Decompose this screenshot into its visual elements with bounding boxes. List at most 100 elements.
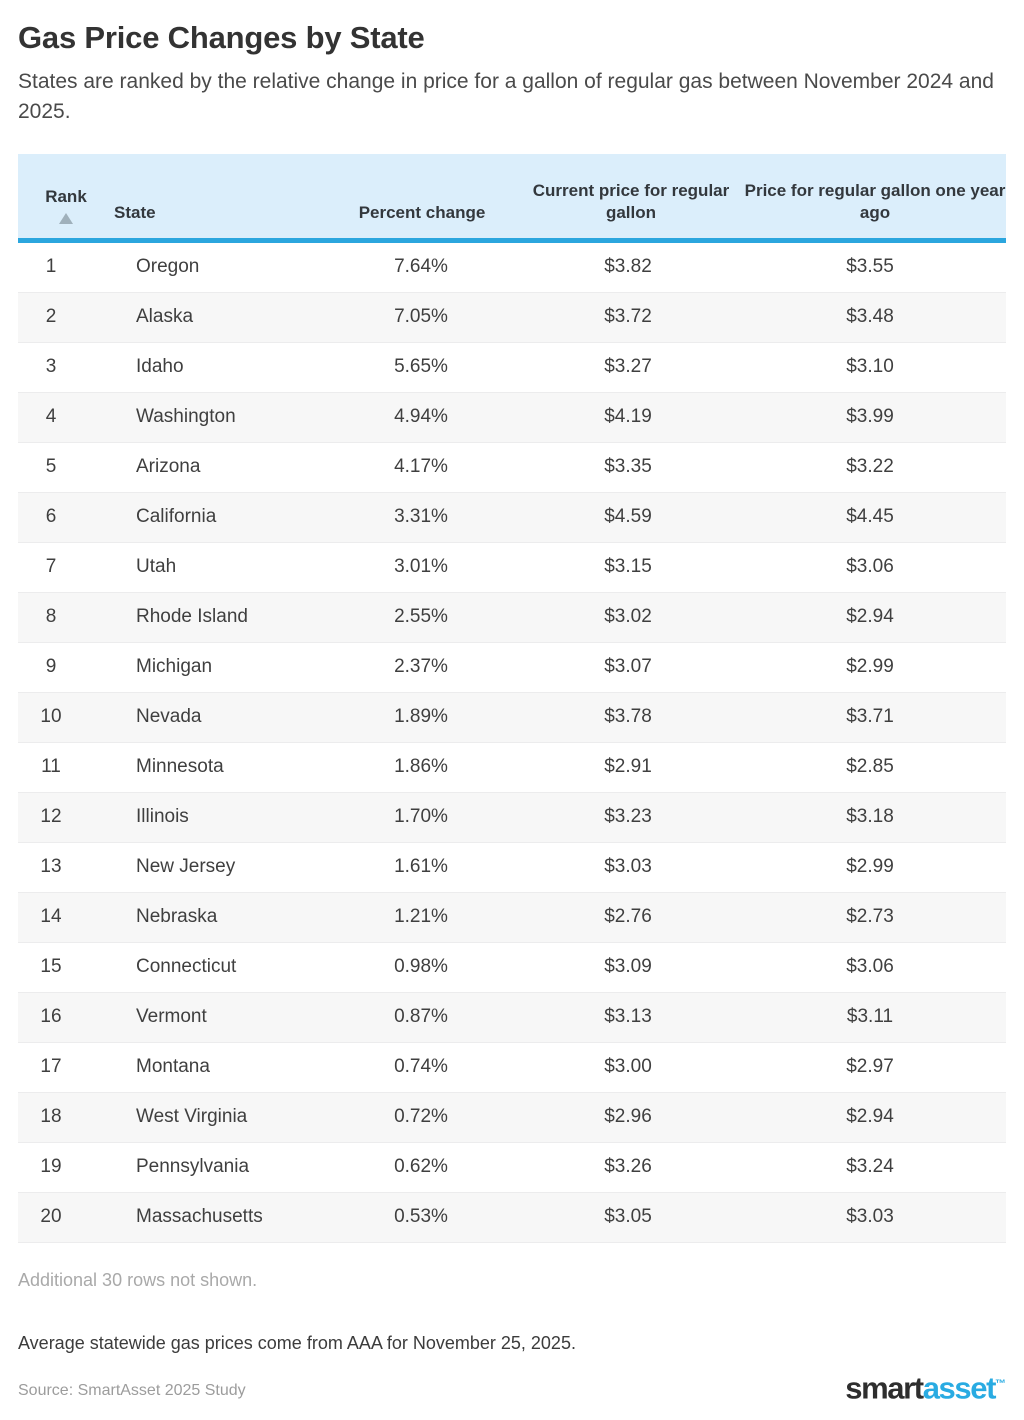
footer-bottom-row: Source: SmartAsset 2025 Study smartasset…: [18, 1364, 1006, 1405]
cell-current-price: $3.13: [518, 992, 744, 1043]
gas-price-table: Rank State Percent change Current price …: [18, 154, 1006, 1243]
cell-percent-change: 0.87%: [326, 992, 518, 1043]
table-row: 18 West Virginia 0.72% $2.96 $2.94: [18, 1092, 1006, 1143]
table-row: 15 Connecticut 0.98% $3.09 $3.06: [18, 942, 1006, 993]
table-row: 5 Arizona 4.17% $3.35 $3.22: [18, 442, 1006, 493]
cell-current-price: $3.05: [518, 1192, 744, 1243]
cell-current-price: $3.78: [518, 692, 744, 743]
cell-state: Arizona: [114, 442, 326, 493]
cell-current-price: $3.26: [518, 1142, 744, 1193]
cell-percent-change: 7.05%: [326, 292, 518, 343]
cell-current-price: $2.96: [518, 1092, 744, 1143]
table-row: 11 Minnesota 1.86% $2.91 $2.85: [18, 742, 1006, 793]
cell-current-price: $3.72: [518, 292, 744, 343]
cell-current-price: $2.91: [518, 742, 744, 793]
cell-state: Idaho: [114, 342, 326, 393]
column-header-rank[interactable]: Rank: [18, 154, 114, 243]
table-row: 2 Alaska 7.05% $3.72 $3.48: [18, 292, 1006, 343]
footer: Average statewide gas prices come from A…: [18, 1331, 1006, 1405]
cell-state: Minnesota: [114, 742, 326, 793]
truncation-note: Additional 30 rows not shown.: [18, 1269, 258, 1290]
table-row: 4 Washington 4.94% $4.19 $3.99: [18, 392, 1006, 443]
cell-previous-price: $3.18: [744, 792, 1006, 843]
data-table-container: Rank State Percent change Current price …: [18, 154, 1006, 1243]
cell-current-price: $4.59: [518, 492, 744, 543]
logo-text-smart: smart: [845, 1370, 924, 1405]
column-header-percent-change[interactable]: Percent change: [326, 154, 518, 243]
cell-current-price: $3.07: [518, 642, 744, 693]
cell-current-price: $3.00: [518, 1042, 744, 1093]
cell-current-price: $3.03: [518, 842, 744, 893]
cell-state: Washington: [114, 392, 326, 443]
cell-rank: 1: [18, 240, 114, 293]
cell-previous-price: $3.48: [744, 292, 1006, 343]
table-row: 19 Pennsylvania 0.62% $3.26 $3.24: [18, 1142, 1006, 1193]
cell-previous-price: $3.22: [744, 442, 1006, 493]
table-row: 6 California 3.31% $4.59 $4.45: [18, 492, 1006, 543]
cell-percent-change: 7.64%: [326, 240, 518, 293]
cell-state: Nevada: [114, 692, 326, 743]
cell-current-price: $3.02: [518, 592, 744, 643]
cell-percent-change: 4.17%: [326, 442, 518, 493]
cell-rank: 3: [18, 342, 114, 393]
cell-current-price: $3.35: [518, 442, 744, 493]
cell-rank: 2: [18, 292, 114, 343]
cell-state: Pennsylvania: [114, 1142, 326, 1193]
cell-state: Utah: [114, 542, 326, 593]
cell-rank: 13: [18, 842, 114, 893]
cell-percent-change: 5.65%: [326, 342, 518, 393]
cell-state: Montana: [114, 1042, 326, 1093]
cell-percent-change: 3.01%: [326, 542, 518, 593]
column-header-current-price[interactable]: Current price for regular gallon: [518, 154, 744, 243]
trademark-symbol: ™: [995, 1377, 1006, 1390]
cell-rank: 16: [18, 992, 114, 1043]
cell-previous-price: $3.11: [744, 992, 1006, 1043]
cell-percent-change: 0.72%: [326, 1092, 518, 1143]
cell-current-price: $3.27: [518, 342, 744, 393]
cell-percent-change: 0.53%: [326, 1192, 518, 1243]
cell-percent-change: 1.86%: [326, 742, 518, 793]
cell-percent-change: 1.89%: [326, 692, 518, 743]
cell-state: Alaska: [114, 292, 326, 343]
cell-rank: 20: [18, 1192, 114, 1243]
cell-previous-price: $2.99: [744, 842, 1006, 893]
cell-percent-change: 0.62%: [326, 1142, 518, 1193]
table-row: 9 Michigan 2.37% $3.07 $2.99: [18, 642, 1006, 693]
cell-current-price: $3.23: [518, 792, 744, 843]
cell-state: Nebraska: [114, 892, 326, 943]
cell-previous-price: $2.97: [744, 1042, 1006, 1093]
cell-state: Michigan: [114, 642, 326, 693]
table-row: 17 Montana 0.74% $3.00 $2.97: [18, 1042, 1006, 1093]
cell-previous-price: $2.73: [744, 892, 1006, 943]
table-row: 1 Oregon 7.64% $3.82 $3.55: [18, 240, 1006, 293]
cell-previous-price: $2.94: [744, 592, 1006, 643]
column-header-percent-change-label: Percent change: [358, 202, 486, 222]
column-header-current-price-label: Current price for regular gallon: [532, 180, 730, 222]
cell-percent-change: 1.61%: [326, 842, 518, 893]
table-row: 13 New Jersey 1.61% $3.03 $2.99: [18, 842, 1006, 893]
cell-percent-change: 4.94%: [326, 392, 518, 443]
cell-rank: 17: [18, 1042, 114, 1093]
logo-text-asset: asset: [922, 1370, 997, 1405]
table-row: 7 Utah 3.01% $3.15 $3.06: [18, 542, 1006, 593]
cell-state: Connecticut: [114, 942, 326, 993]
cell-previous-price: $3.06: [744, 542, 1006, 593]
cell-previous-price: $3.10: [744, 342, 1006, 393]
column-header-previous-price-label: Price for regular gallon one year ago: [744, 180, 1006, 222]
column-header-previous-price[interactable]: Price for regular gallon one year ago: [744, 154, 1006, 243]
table-row: 10 Nevada 1.89% $3.78 $3.71: [18, 692, 1006, 743]
cell-current-price: $3.82: [518, 240, 744, 293]
cell-previous-price: $3.99: [744, 392, 1006, 443]
cell-state: Massachusetts: [114, 1192, 326, 1243]
column-header-state[interactable]: State: [114, 154, 326, 243]
sort-ascending-icon[interactable]: [59, 212, 73, 224]
cell-state: California: [114, 492, 326, 543]
cell-rank: 6: [18, 492, 114, 543]
cell-percent-change: 0.74%: [326, 1042, 518, 1093]
cell-current-price: $3.15: [518, 542, 744, 593]
table-row: 14 Nebraska 1.21% $2.76 $2.73: [18, 892, 1006, 943]
cell-rank: 9: [18, 642, 114, 693]
cell-rank: 8: [18, 592, 114, 643]
cell-percent-change: 2.37%: [326, 642, 518, 693]
cell-rank: 19: [18, 1142, 114, 1193]
